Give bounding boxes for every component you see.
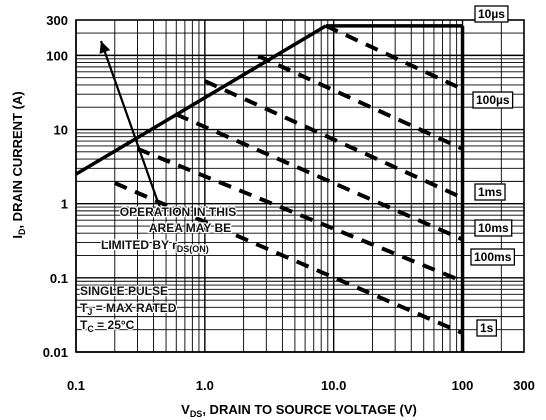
series-label-3: 1ms: [474, 183, 506, 201]
y-tick-label: 300: [46, 13, 68, 28]
x-tick-label: 300: [513, 378, 535, 393]
y-axis-title: ID, DRAIN CURRENT (A): [10, 91, 27, 238]
axes: 300 100 10 1 0.1 0.01 0.1 1.0 10.0 100 300: [43, 13, 535, 393]
x-tick-label: 1.0: [196, 378, 214, 393]
series-label-2: 100µs: [472, 91, 514, 109]
series-label-box: [470, 248, 516, 266]
y-tick-label: 10: [54, 123, 68, 138]
y-tick-label: 100: [46, 48, 68, 63]
series-label-text: 10µs: [478, 7, 505, 21]
series-line-6: [113, 181, 464, 335]
series-line-2: [257, 54, 464, 151]
series-label-text: 1s: [480, 321, 494, 335]
series-label-4: 10ms: [474, 219, 513, 237]
operation-note-line-2: AREA MAY BE: [149, 221, 231, 235]
series-line-5: [136, 146, 464, 284]
series-label-box: [474, 5, 509, 23]
series-line-3: [204, 79, 464, 200]
series-label-box: [472, 91, 514, 109]
series-label-1: 10µs: [474, 5, 509, 23]
y-tick-label: 0.1: [50, 271, 68, 286]
annotation-arrow: [99, 40, 162, 209]
y-tick-label: 0.01: [43, 345, 68, 360]
series-line-4: [175, 112, 464, 242]
operation-area-note: OPERATION IN THIS AREA MAY BE LIMITED BY…: [100, 204, 237, 255]
operation-note-line-3: LIMITED BY rDS(ON): [101, 238, 209, 254]
x-tick-label: 100: [452, 378, 474, 393]
rds-on-limit-line: [75, 24, 327, 176]
x-tick-label: 0.1: [67, 378, 85, 393]
series-label-box: [474, 219, 513, 237]
series-label-box: [474, 183, 506, 201]
pulse-note-line-1: SINGLE PULSE: [80, 284, 168, 298]
series-label-text: 10ms: [478, 221, 509, 235]
operation-note-line-1: OPERATION IN THIS: [120, 205, 236, 219]
series-label-5: 100ms: [470, 248, 516, 266]
single-pulse-note: SINGLE PULSE TJ = MAX RATED TC = 25°C: [79, 283, 178, 335]
series-label-text: 1ms: [478, 185, 502, 199]
x-axis-title: VDS, DRAIN TO SOURCE VOLTAGE (V): [181, 402, 417, 419]
y-tick-label: 1: [61, 197, 68, 212]
series-label-text: 100µs: [476, 93, 510, 107]
pulse-note-line-2: TJ = MAX RATED: [80, 301, 177, 317]
plot-frame: [75, 19, 525, 353]
pulse-note-line-3: TC = 25°C: [80, 318, 135, 334]
labels-layer: 10µs 100µs 1ms 10ms 100ms 1s: [470, 5, 516, 337]
series-line-1: [325, 24, 464, 92]
series-label-6: 1s: [476, 319, 498, 337]
series-label-text: 100ms: [474, 250, 512, 264]
series-layer: [75, 24, 465, 352]
x-tick-label: 10.0: [321, 378, 346, 393]
series-label-box: [476, 319, 498, 337]
